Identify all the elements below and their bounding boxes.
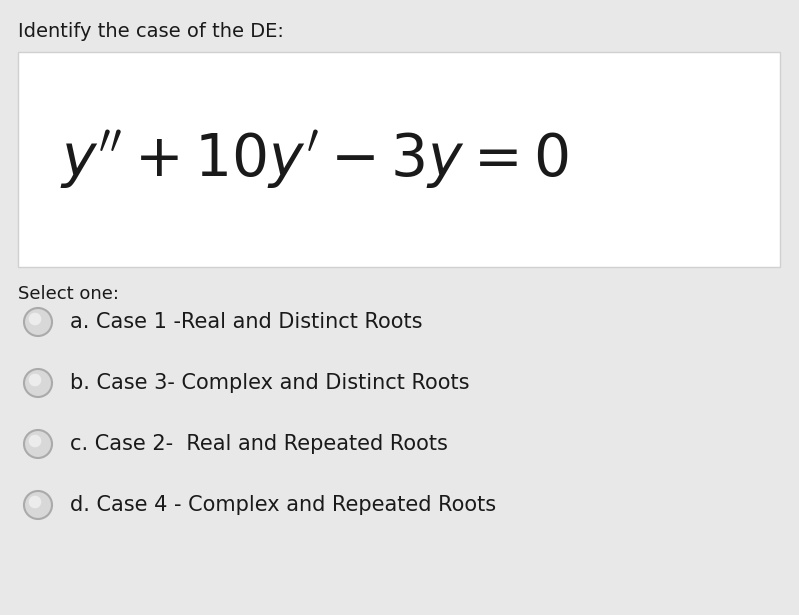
Text: b. Case 3- Complex and Distinct Roots: b. Case 3- Complex and Distinct Roots	[70, 373, 470, 393]
Text: Identify the case of the DE:: Identify the case of the DE:	[18, 22, 284, 41]
Circle shape	[29, 374, 42, 386]
Text: $y'' + 10y' - 3y = 0$: $y'' + 10y' - 3y = 0$	[60, 129, 569, 191]
Circle shape	[24, 308, 52, 336]
Text: Select one:: Select one:	[18, 285, 119, 303]
Text: a. Case 1 -Real and Distinct Roots: a. Case 1 -Real and Distinct Roots	[70, 312, 423, 332]
Circle shape	[29, 312, 42, 325]
Circle shape	[24, 369, 52, 397]
Text: c. Case 2-  Real and Repeated Roots: c. Case 2- Real and Repeated Roots	[70, 434, 448, 454]
Circle shape	[24, 491, 52, 519]
FancyBboxPatch shape	[18, 52, 780, 267]
Circle shape	[29, 496, 42, 509]
Circle shape	[24, 430, 52, 458]
Text: d. Case 4 - Complex and Repeated Roots: d. Case 4 - Complex and Repeated Roots	[70, 495, 496, 515]
Circle shape	[29, 435, 42, 447]
